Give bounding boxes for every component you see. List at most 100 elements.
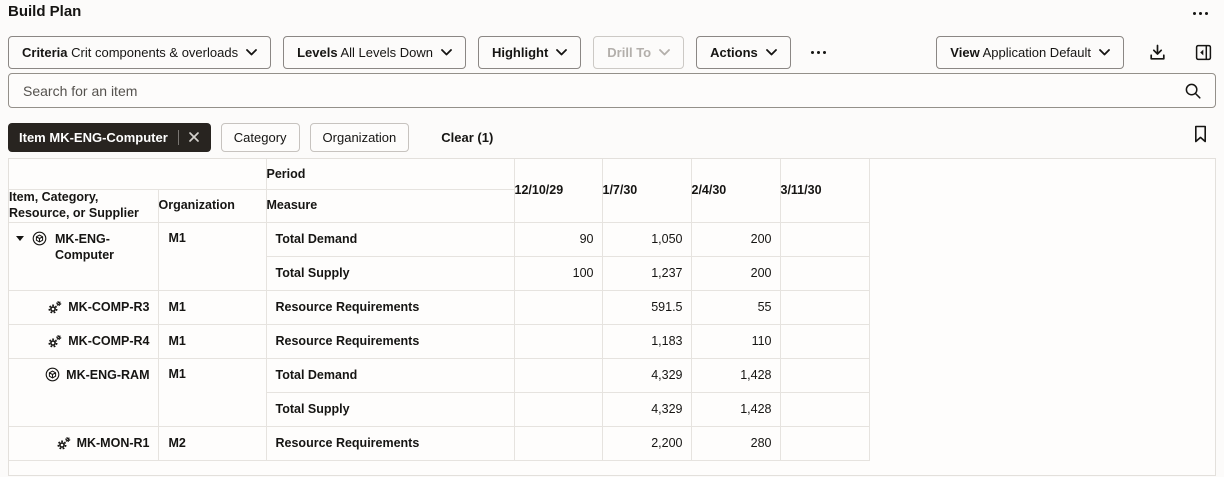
page-overflow-menu-icon[interactable] xyxy=(1193,12,1208,15)
item-filter-chip-label: Item xyxy=(19,129,46,145)
criteria-label: Criteria xyxy=(22,45,68,60)
value-cell: 90 xyxy=(513,221,603,257)
toolbar-right-group: View Application Default xyxy=(936,36,1216,69)
value-cell xyxy=(779,425,870,461)
value-cell xyxy=(513,425,603,461)
category-filter-chip-label: Category xyxy=(233,129,287,145)
search-bar xyxy=(8,73,1216,108)
chevron-down-icon xyxy=(765,49,777,56)
value-cell xyxy=(779,357,870,393)
drill-to-label: Drill To xyxy=(607,45,652,60)
period-column-header: 12/10/29 xyxy=(513,159,603,223)
criteria-value: Crit components & overloads xyxy=(71,45,239,60)
organization-column-header: Organization xyxy=(157,188,267,223)
close-icon[interactable] xyxy=(186,129,202,145)
table-row: Total Supply 100 1,237 200 xyxy=(9,255,870,291)
value-cell: 1,428 xyxy=(690,391,781,427)
chevron-down-icon xyxy=(1099,49,1110,56)
download-icon xyxy=(1149,44,1165,60)
view-value: Application Default xyxy=(982,45,1091,60)
toolbar-left-group: Criteria Crit components & overloads Lev… xyxy=(8,36,826,69)
item-name[interactable]: MK-ENG-RAM xyxy=(66,367,150,382)
measure-cell: Resource Requirements xyxy=(265,289,515,325)
item-cell[interactable]: MK-COMP-R3 xyxy=(9,289,159,325)
download-button[interactable] xyxy=(1144,40,1170,66)
search-input[interactable] xyxy=(9,74,1184,107)
value-cell: 110 xyxy=(690,323,781,359)
levels-label: Levels xyxy=(297,45,338,60)
value-cell: 4,329 xyxy=(601,391,692,427)
item-cell[interactable]: MK-ENG-RAM xyxy=(9,357,159,427)
value-cell: 200 xyxy=(690,221,781,257)
bookmark-icon[interactable] xyxy=(1193,125,1208,143)
table-row: MK-COMP-R4 M1 Resource Requirements 1,18… xyxy=(9,323,870,359)
value-cell: 1,050 xyxy=(601,221,692,257)
value-cell: 4,329 xyxy=(601,357,692,393)
measure-cell: Resource Requirements xyxy=(265,323,515,359)
measure-column-header: Measure xyxy=(265,188,515,223)
value-cell: 591.5 xyxy=(601,289,692,325)
actions-label: Actions xyxy=(710,45,758,60)
collapse-panel-icon xyxy=(1195,44,1211,61)
item-cell[interactable]: MK-COMP-R4 xyxy=(9,323,159,359)
toolbar: Criteria Crit components & overloads Lev… xyxy=(8,36,1216,69)
value-cell xyxy=(513,323,603,359)
measure-cell: Total Demand xyxy=(265,221,515,257)
view-label: View xyxy=(950,45,980,60)
chevron-down-icon xyxy=(556,49,568,56)
collapse-panel-button[interactable] xyxy=(1190,40,1216,66)
period-column-header: 1/7/30 xyxy=(601,159,692,223)
organization-cell: M2 xyxy=(157,425,267,461)
item-cube-icon xyxy=(45,367,60,382)
table-row: MK-ENG-Computer M1 Total Demand 90 1,050… xyxy=(9,221,870,291)
clear-filters-link[interactable]: Clear (1) xyxy=(441,129,494,145)
category-filter-chip[interactable]: Category xyxy=(220,122,300,152)
collapse-caret-icon[interactable] xyxy=(16,235,24,241)
item-name[interactable]: MK-COMP-R3 xyxy=(68,299,150,314)
filter-chips-row: Item MK-ENG-Computer Category Organizati… xyxy=(8,121,1216,153)
measure-cell: Total Supply xyxy=(265,391,515,427)
resource-gears-icon xyxy=(47,300,62,315)
value-cell: 100 xyxy=(513,255,603,291)
item-name[interactable]: MK-COMP-R4 xyxy=(68,333,150,348)
value-cell: 280 xyxy=(690,425,781,461)
search-icon[interactable] xyxy=(1184,82,1202,100)
header-spacer-cell xyxy=(9,159,267,190)
toolbar-overflow-menu-icon[interactable] xyxy=(810,51,826,54)
item-cube-icon xyxy=(32,231,47,246)
highlight-label: Highlight xyxy=(491,45,549,60)
value-cell: 2,200 xyxy=(601,425,692,461)
highlight-dropdown[interactable]: Highlight xyxy=(477,36,582,69)
item-cell[interactable]: MK-MON-R1 xyxy=(9,425,159,461)
resource-gears-icon xyxy=(47,334,62,349)
item-filter-chip[interactable]: Item MK-ENG-Computer xyxy=(8,122,211,152)
criteria-dropdown[interactable]: Criteria Crit components & overloads xyxy=(8,36,272,69)
page-title: Build Plan xyxy=(8,3,82,20)
levels-value: All Levels Down xyxy=(340,45,433,60)
table-row: MK-MON-R1 M2 Resource Requirements 2,200… xyxy=(9,425,870,461)
period-column-header: 2/4/30 xyxy=(690,159,781,223)
chevron-down-icon xyxy=(246,49,257,56)
drill-to-dropdown[interactable]: Drill To xyxy=(593,36,685,69)
value-cell: 1,183 xyxy=(601,323,692,359)
value-cell xyxy=(513,289,603,325)
levels-dropdown[interactable]: Levels All Levels Down xyxy=(283,36,466,69)
value-cell xyxy=(779,255,870,291)
value-cell xyxy=(513,391,603,427)
title-bar: Build Plan xyxy=(8,3,1216,29)
measure-cell: Resource Requirements xyxy=(265,425,515,461)
value-cell xyxy=(779,323,870,359)
resource-gears-icon xyxy=(56,436,71,451)
organization-cell: M1 xyxy=(157,357,267,427)
table-row: MK-COMP-R3 M1 Resource Requirements 591.… xyxy=(9,289,870,325)
view-dropdown[interactable]: View Application Default xyxy=(936,36,1124,69)
item-cell[interactable]: MK-ENG-Computer xyxy=(9,221,159,291)
value-cell: 1,237 xyxy=(601,255,692,291)
actions-dropdown[interactable]: Actions xyxy=(696,36,791,69)
build-plan-table-panel: Period 12/10/29 1/7/30 2/4/30 3/11/30 It… xyxy=(8,158,1216,476)
organization-filter-chip[interactable]: Organization xyxy=(309,122,410,152)
chip-divider xyxy=(177,129,179,145)
chevron-down-icon xyxy=(659,49,671,56)
item-name[interactable]: MK-ENG-Computer xyxy=(55,231,115,262)
item-name[interactable]: MK-MON-R1 xyxy=(76,435,150,450)
